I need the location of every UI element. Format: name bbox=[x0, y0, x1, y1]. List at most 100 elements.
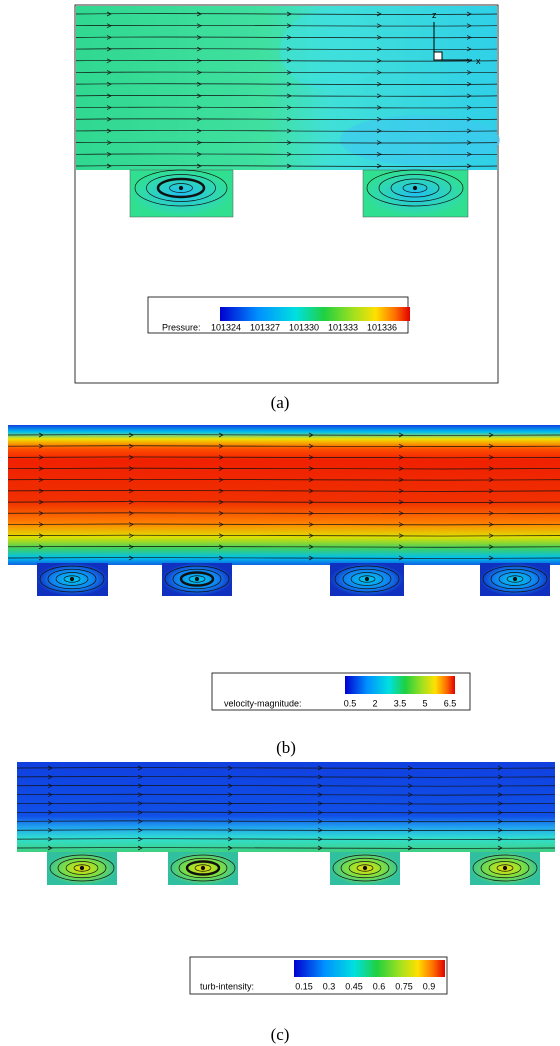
streamline bbox=[7, 512, 560, 515]
arrowhead bbox=[466, 70, 472, 75]
arrowhead bbox=[106, 128, 112, 134]
arrowhead bbox=[488, 499, 494, 505]
legend-tick-label: 3.5 bbox=[394, 698, 407, 708]
arrowhead bbox=[308, 466, 314, 471]
arrowhead bbox=[137, 783, 143, 789]
vortex-line bbox=[350, 572, 384, 586]
vortex-line bbox=[63, 575, 81, 583]
vortex-line bbox=[55, 572, 89, 586]
arrowhead bbox=[38, 533, 44, 538]
arrowhead bbox=[128, 477, 134, 483]
panel-label: (b) bbox=[276, 738, 296, 757]
vortex-line bbox=[156, 177, 206, 199]
arrowhead bbox=[106, 140, 112, 145]
arrowhead bbox=[398, 466, 404, 471]
arrowhead bbox=[376, 128, 382, 134]
arrowhead bbox=[286, 151, 292, 157]
vortex-line bbox=[340, 857, 390, 879]
arrowhead bbox=[488, 555, 494, 561]
arrowhead bbox=[308, 443, 314, 449]
arrowhead bbox=[196, 105, 202, 110]
arrowhead bbox=[317, 792, 323, 797]
arrowhead bbox=[497, 819, 503, 824]
arrowhead bbox=[106, 105, 112, 110]
arrowhead bbox=[106, 81, 112, 87]
arrowhead bbox=[218, 510, 224, 516]
vortex-line bbox=[47, 568, 97, 590]
arrowhead bbox=[218, 499, 224, 505]
streamline bbox=[7, 534, 560, 537]
arrowhead bbox=[196, 11, 202, 17]
arrowhead bbox=[376, 81, 382, 87]
arrowhead bbox=[227, 819, 233, 824]
arrowhead bbox=[137, 819, 143, 824]
arrowhead bbox=[376, 93, 382, 99]
arrowhead bbox=[466, 35, 472, 40]
arrowhead bbox=[398, 443, 404, 449]
arrowhead bbox=[398, 522, 404, 527]
contour-patch bbox=[280, 10, 380, 90]
arrowhead bbox=[466, 140, 472, 145]
streamline bbox=[16, 820, 556, 823]
arrowhead bbox=[398, 432, 404, 438]
streamline bbox=[75, 13, 498, 15]
arrowhead bbox=[38, 432, 44, 438]
streamline bbox=[7, 456, 560, 459]
arrowhead bbox=[286, 70, 292, 75]
legend-tick-label: 6.5 bbox=[444, 698, 457, 708]
arrowhead bbox=[38, 455, 44, 460]
streamline bbox=[16, 802, 556, 805]
arrowhead bbox=[47, 810, 53, 815]
arrowhead bbox=[398, 488, 404, 494]
arrowhead bbox=[308, 544, 314, 550]
arrowhead bbox=[196, 128, 202, 134]
vortex-line bbox=[169, 183, 193, 193]
arrowhead bbox=[308, 499, 314, 505]
arrowhead bbox=[47, 845, 53, 851]
arrowhead bbox=[38, 555, 44, 561]
streamline bbox=[7, 490, 560, 492]
legend-tick-label: 0.3 bbox=[323, 981, 336, 991]
arrowhead bbox=[488, 533, 494, 538]
legend-tick-label: 0.75 bbox=[395, 981, 413, 991]
streamline bbox=[16, 829, 556, 832]
legend-tick-label: 101333 bbox=[328, 322, 358, 332]
arrowhead bbox=[196, 58, 202, 64]
arrowhead bbox=[218, 477, 224, 483]
legend-title: turb-intensity: bbox=[200, 981, 254, 991]
arrowhead bbox=[137, 845, 143, 851]
arrowhead bbox=[398, 533, 404, 538]
arrowhead bbox=[38, 443, 44, 449]
vortex-line bbox=[348, 861, 382, 875]
arrowhead bbox=[286, 93, 292, 99]
streamline bbox=[75, 59, 498, 62]
legend-title: velocity-magnitude: bbox=[224, 698, 302, 708]
arrowhead bbox=[38, 488, 44, 494]
streamline bbox=[75, 71, 498, 74]
arrowhead bbox=[47, 819, 53, 824]
arrowhead bbox=[227, 792, 233, 797]
arrowhead bbox=[407, 819, 413, 824]
arrowhead bbox=[106, 58, 112, 64]
arrowhead bbox=[106, 151, 112, 157]
vortex-line bbox=[57, 857, 107, 879]
arrowhead bbox=[407, 836, 413, 842]
streamline bbox=[75, 48, 498, 50]
arrowhead bbox=[47, 774, 53, 780]
arrowhead bbox=[398, 455, 404, 460]
arrowhead bbox=[488, 477, 494, 483]
arrowhead bbox=[466, 81, 472, 87]
streamline bbox=[75, 130, 498, 132]
arrowhead bbox=[196, 93, 202, 99]
arrowhead bbox=[286, 128, 292, 134]
streamline bbox=[16, 847, 556, 849]
arrowhead bbox=[497, 827, 503, 833]
arrowhead bbox=[317, 845, 323, 851]
arrowhead bbox=[137, 836, 143, 842]
arrowhead bbox=[497, 783, 503, 789]
arrowhead bbox=[317, 810, 323, 815]
vortex-core bbox=[364, 576, 370, 582]
vortex-core bbox=[194, 576, 200, 582]
